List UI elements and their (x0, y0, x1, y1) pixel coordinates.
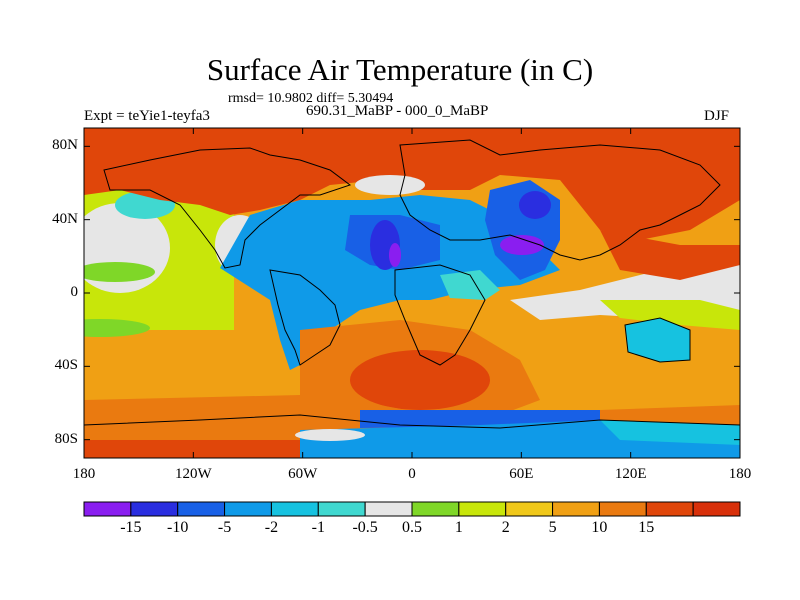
colorbar-label: 5 (548, 519, 557, 536)
field-atlantic-cold (220, 195, 560, 370)
colorbar-label: -10 (167, 519, 189, 536)
field-south-atlantic-core (350, 350, 490, 410)
colorbar-swatch (552, 501, 600, 517)
colorbar-swatch (458, 501, 507, 517)
colorbar-swatch (83, 501, 132, 517)
colorbar-label: -1 (311, 519, 325, 536)
colorbar-label: -5 (217, 519, 232, 536)
lon-tick-label: 120E (614, 466, 647, 482)
colorbar-label: 2 (501, 519, 510, 536)
colorbar-label: -2 (264, 519, 279, 536)
colorbar (83, 501, 741, 517)
lat-tick-label: 40N (52, 210, 78, 227)
axis-ticks (83, 128, 741, 458)
season-label: DJF (704, 108, 730, 124)
lon-tick-label: 0 (408, 466, 416, 482)
colorbar-label: 10 (591, 519, 608, 536)
colorbar-label: -0.5 (352, 519, 378, 536)
lon-tick-label: 120W (174, 466, 212, 482)
lat-tick-label: 80N (52, 137, 78, 154)
colorbar-swatch (692, 501, 741, 517)
colorbar-label: 1 (454, 519, 463, 536)
coastlines (83, 139, 741, 429)
field-arctic-neutral (355, 175, 425, 195)
experiment-label: Expt = teYie1-teyfa3 (84, 108, 210, 124)
colorbar-swatch (505, 501, 554, 517)
field-atlantic-extreme (389, 243, 401, 267)
field-antarctic-coast (600, 420, 740, 445)
coast-eurasia (399, 139, 721, 261)
field-pacific-south-band (84, 319, 150, 337)
temperature-field (84, 128, 740, 458)
colorbar-swatch (645, 501, 694, 517)
colorbar-label: 15 (638, 519, 655, 536)
lat-tick-label: 40S (54, 357, 78, 374)
colorbar-swatch (224, 501, 272, 517)
colorbar-swatch (364, 501, 413, 517)
lat-tick-label: 80S (54, 430, 78, 447)
colorbar-swatch (411, 501, 460, 517)
field-asia-core (519, 191, 551, 219)
colorbar-label: 0.5 (402, 519, 422, 536)
field-asia-extreme (500, 235, 544, 255)
lon-tick-label: 60E (509, 466, 534, 482)
coast-south-america (269, 269, 341, 366)
lon-tick-label: 180 (72, 466, 96, 482)
field-east-asia-hot (600, 230, 740, 280)
colorbar-swatch (270, 501, 319, 517)
field-indian-warm (600, 300, 740, 330)
colorbar-label: -15 (120, 519, 142, 536)
coast-africa (394, 264, 486, 366)
page-title: Surface Air Temperature (in C) (206, 52, 594, 87)
field-south-pole-west (84, 440, 300, 458)
colorbar-swatch (317, 501, 366, 517)
colorbar-swatch (130, 501, 179, 517)
field-arabia-cool (440, 270, 500, 300)
lat-tick-label: 0 (70, 284, 79, 300)
period-label: 690.31_MaBP - 000_0_MaBP (306, 103, 489, 119)
field-pacific-band (84, 262, 155, 282)
coast-australia (624, 317, 691, 363)
coast-antarctica (83, 414, 741, 429)
lon-tick-label: 60W (288, 466, 318, 482)
lon-tick-label: 180 (728, 466, 752, 482)
stats-label: rmsd= 10.9802 diff= 5.30494 (228, 91, 394, 106)
colorbar-swatch (177, 501, 226, 517)
field-australia-cool (625, 318, 690, 362)
field-antarctic-neutral (295, 429, 365, 441)
coast-north-america (103, 147, 352, 269)
colorbar-swatch (598, 501, 647, 517)
